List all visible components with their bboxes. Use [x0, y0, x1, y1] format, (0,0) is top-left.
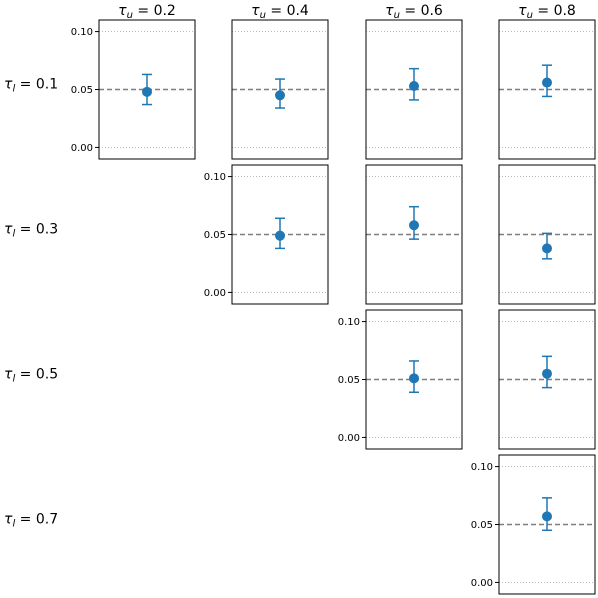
row-label: τl = 0.5 — [4, 367, 58, 385]
data-point — [275, 90, 285, 101]
column-title-value: = 0.8 — [533, 3, 576, 19]
column-title-symbol: τ — [518, 3, 527, 19]
data-point — [542, 243, 552, 254]
column-title-subscript: u — [394, 10, 400, 21]
y-tick-label: 0.05 — [71, 85, 93, 96]
column-title-subscript: u — [527, 10, 533, 21]
y-tick-label: 0.10 — [204, 172, 226, 183]
column-title-value: = 0.6 — [400, 3, 443, 19]
column-title-symbol: τ — [251, 3, 260, 19]
y-tick-label: 0.05 — [204, 230, 226, 241]
row-label-value: = 0.7 — [15, 512, 58, 528]
data-point — [542, 368, 552, 379]
row-label-value: = 0.1 — [15, 77, 58, 93]
panel: 0.00 0.05 0.10 — [204, 164, 329, 305]
data-point — [542, 77, 552, 88]
column-titles: τu = 0.2 τu = 0.4 τu = 0.6 τu = 0.8 — [118, 3, 576, 21]
panel-frame — [231, 19, 329, 160]
row-label-symbol: τ — [4, 222, 13, 238]
panel-frame — [498, 19, 596, 160]
panel — [498, 164, 596, 305]
data-point — [409, 81, 419, 92]
column-title-value: = 0.4 — [266, 3, 309, 19]
row-label-value: = 0.3 — [15, 222, 58, 238]
y-tick-label: 0.10 — [338, 317, 360, 328]
panel — [365, 19, 463, 160]
column-title-value: = 0.2 — [133, 3, 176, 19]
y-tick-label: 0.05 — [471, 520, 493, 531]
row-label-symbol: τ — [4, 512, 13, 528]
row-label: τl = 0.1 — [4, 77, 58, 95]
column-title-subscript: u — [260, 10, 266, 21]
row-label-subscript: l — [12, 519, 15, 530]
panel: 0.00 0.05 0.10 — [338, 309, 463, 450]
row-label-subscript: l — [12, 84, 15, 95]
row-label-subscript: l — [12, 374, 15, 385]
panel-frame — [365, 164, 463, 305]
column-title-symbol: τ — [118, 3, 127, 19]
column-title-symbol: τ — [385, 3, 394, 19]
panel — [498, 19, 596, 160]
data-point — [142, 86, 152, 97]
y-tick-label: 0.10 — [71, 27, 93, 38]
panel-frame — [498, 309, 596, 450]
row-label: τl = 0.7 — [4, 512, 58, 530]
column-title-subscript: u — [127, 10, 133, 21]
panel-frame — [498, 164, 596, 305]
panel: 0.00 0.05 0.10 — [71, 19, 196, 160]
row-label: τl = 0.3 — [4, 222, 58, 240]
data-point — [409, 373, 419, 384]
column-title: τu = 0.6 — [385, 3, 443, 21]
panel-frame — [365, 19, 463, 160]
column-title: τu = 0.8 — [518, 3, 576, 21]
panel — [365, 164, 463, 305]
row-labels: τl = 0.1τl = 0.3τl = 0.5τl = 0.7 — [4, 77, 58, 530]
y-tick-label: 0.00 — [338, 433, 360, 444]
data-point — [275, 230, 285, 241]
row-label-symbol: τ — [4, 77, 13, 93]
panel: 0.00 0.05 0.10 — [471, 454, 596, 595]
y-tick-label: 0.10 — [471, 462, 493, 473]
data-point — [409, 220, 419, 231]
y-tick-label: 0.00 — [71, 143, 93, 154]
panel — [498, 309, 596, 450]
y-tick-label: 0.00 — [204, 288, 226, 299]
row-label-symbol: τ — [4, 367, 13, 383]
row-label-value: = 0.5 — [15, 367, 58, 383]
panel — [231, 19, 329, 160]
column-title: τu = 0.4 — [251, 3, 309, 21]
y-tick-label: 0.00 — [471, 578, 493, 589]
panels: 0.000.050.100.000.050.100.000.050.100.00… — [71, 19, 596, 595]
data-point — [542, 511, 552, 522]
column-title: τu = 0.2 — [118, 3, 176, 21]
row-label-subscript: l — [12, 229, 15, 240]
y-tick-label: 0.05 — [338, 375, 360, 386]
